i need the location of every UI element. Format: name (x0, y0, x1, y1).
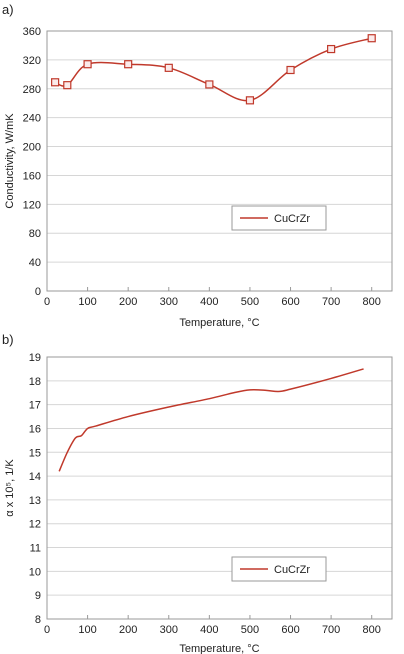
x-tick-label: 200 (119, 624, 137, 636)
x-tick-label: 500 (241, 624, 259, 636)
legend: CuCrZr (231, 205, 327, 231)
x-tick-label: 0 (44, 296, 50, 308)
data-point-marker (51, 78, 60, 87)
plot-frame (46, 356, 393, 620)
y-tick-label: 12 (29, 519, 41, 531)
y-tick-label: 240 (23, 113, 41, 125)
x-tick-label: 300 (160, 624, 178, 636)
y-tick-label: 17 (29, 400, 41, 412)
x-tick-label: 800 (363, 296, 381, 308)
x-tick-label: 100 (78, 296, 96, 308)
x-tick-label: 600 (281, 624, 299, 636)
x-axis-label: Temperature, °C (179, 317, 259, 329)
legend: CuCrZr (231, 556, 327, 582)
data-point-marker (124, 60, 133, 69)
x-tick-label: 800 (363, 624, 381, 636)
y-tick-label: 280 (23, 84, 41, 96)
x-tick-label: 500 (241, 296, 259, 308)
panel-label: b) (2, 332, 14, 347)
y-tick-label: 320 (23, 55, 41, 67)
y-tick-label: 40 (29, 257, 41, 269)
series-line-cucrzr (54, 37, 372, 102)
x-tick-label: 600 (281, 296, 299, 308)
legend-label: CuCrZr (274, 564, 310, 576)
x-tick-label: 300 (160, 296, 178, 308)
x-axis-label: Temperature, °C (179, 643, 259, 654)
y-tick-label: 14 (29, 471, 41, 483)
x-tick-label: 200 (119, 296, 137, 308)
series-line-cucrzr (58, 368, 364, 472)
data-point-marker (205, 80, 214, 89)
y-tick-label: 11 (30, 543, 41, 555)
x-tick-label: 0 (44, 624, 50, 636)
data-point-marker (245, 96, 255, 105)
y-axis-label: α x 10⁵, 1/K (4, 459, 16, 517)
data-point-marker (286, 65, 295, 75)
panel-label: a) (2, 2, 14, 17)
y-tick-label: 15 (29, 447, 41, 459)
y-tick-label: 80 (29, 228, 41, 240)
data-point-marker (367, 34, 376, 43)
y-tick-label: 200 (23, 142, 41, 154)
x-tick-label: 400 (200, 296, 218, 308)
data-point-marker (63, 81, 72, 90)
y-axis-label: Conductivity, W/mK (4, 113, 16, 209)
data-point-marker (83, 60, 92, 69)
x-tick-label: 700 (322, 624, 340, 636)
y-tick-label: 10 (29, 566, 41, 578)
y-tick-label: 160 (23, 170, 41, 182)
y-tick-label: 8 (35, 614, 41, 626)
plot-frame (46, 30, 393, 292)
data-point-marker (327, 44, 336, 54)
legend-label: CuCrZr (274, 213, 310, 225)
chart-panel-b: 8 9 10 11 12 13 14 15 16 17 18 19 0 100 200 300 400 500 60… (2, 332, 393, 654)
y-tick-label: 19 (29, 352, 41, 364)
y-tick-label: 16 (29, 423, 41, 435)
chart-panel-a: 0 40 80 120 160 200 240 280 320 360 0 100 200 300 400 5… (2, 2, 393, 329)
y-tick-label: 13 (29, 495, 41, 507)
x-tick-label: 100 (78, 624, 96, 636)
y-tick-label: 9 (35, 590, 41, 602)
y-tick-label: 120 (23, 199, 41, 211)
y-tick-label: 360 (23, 26, 41, 38)
data-point-marker (164, 63, 173, 72)
x-tick-label: 400 (200, 624, 218, 636)
y-tick-label: 18 (29, 376, 41, 388)
x-tick-label: 700 (322, 296, 340, 308)
y-tick-label: 0 (35, 286, 41, 298)
